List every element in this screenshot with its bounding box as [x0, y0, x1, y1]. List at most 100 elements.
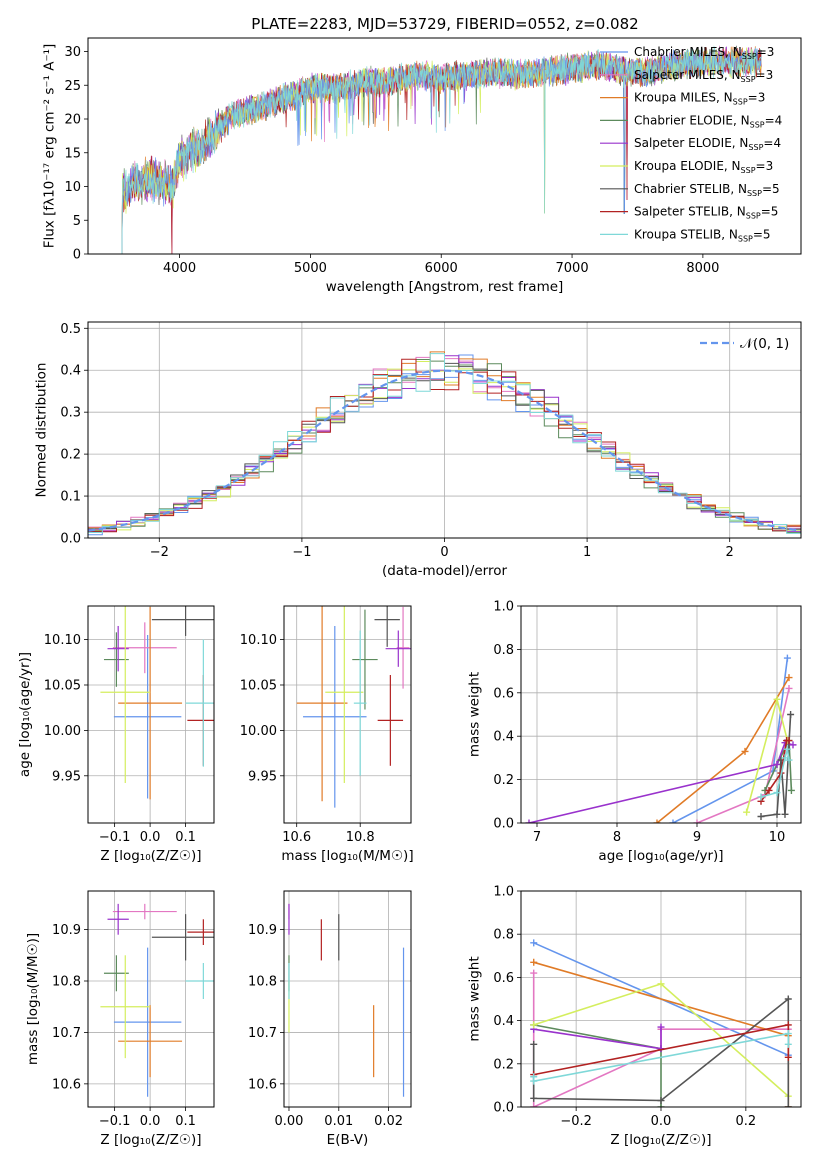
- point-chabrier-stelib: [151, 914, 214, 961]
- x-tick-label: 7: [533, 830, 541, 845]
- x-tick-label: −1: [292, 545, 311, 560]
- series-marker: [783, 654, 791, 662]
- series-marker: [784, 1021, 792, 1029]
- chart-weight-vs-z: −0.2 0.0 0.2 0.0 0.2 0.4 0.6 0.8 1.0 Z [log₁₀(Z/Z…: [466, 885, 802, 1148]
- series-marker: [785, 674, 793, 682]
- y-tick-label: 0.2: [493, 1057, 514, 1072]
- y-tick-label: 10.00: [44, 724, 81, 739]
- x-tick-label: 4000: [163, 261, 196, 276]
- x-tick-label: −0.2: [560, 1114, 592, 1129]
- x-tick-label: 0.1: [175, 1114, 196, 1129]
- legend-entry: Chabrier STELIB, NSSP=5: [634, 182, 780, 198]
- legend-entry: Chabrier ELODIE, NSSP=4: [634, 113, 782, 129]
- y-tick-label: 0.8: [493, 928, 514, 943]
- y-axis-label: Normed distribution: [33, 363, 49, 498]
- point-kroupa-miles: [118, 1005, 183, 1078]
- axes-frame: [87, 37, 802, 255]
- panels: 4000 5000 6000 7000 8000051015202530waveleng…: [17, 37, 802, 1148]
- series-marker: [773, 810, 781, 818]
- series-line: [764, 737, 793, 791]
- series-kroupa-stelib: [530, 1030, 792, 1085]
- x-axis-label: E(B-V): [327, 1132, 369, 1148]
- point-kroupa-stelib: [185, 963, 214, 999]
- series-marker: [757, 793, 765, 801]
- point-salpeter-miles: [112, 622, 177, 674]
- y-tick-label: 20: [64, 113, 81, 128]
- series-marker: [785, 684, 793, 692]
- plot-area: [288, 903, 405, 1097]
- y-tick-label: 10.9: [248, 923, 277, 938]
- chart-mass-vs-ebv: 0.00 0.01 0.02 10.6 10.7 10.8 10.9 E(B-V): [248, 890, 412, 1148]
- legend-entry: Salpeter MILES, NSSP=3: [634, 68, 773, 84]
- x-tick-label: 10.8: [346, 830, 375, 845]
- series-marker: [669, 819, 677, 823]
- series-marker: [787, 786, 795, 794]
- y-axis-label: age [log₁₀(age/yr)]: [17, 652, 33, 777]
- x-axis-label: (data-model)/error: [382, 563, 508, 579]
- x-tick-label: 0.00: [275, 1114, 304, 1129]
- chart-weight-vs-age: 7 8 9 10 0.0 0.2 0.4 0.6 0.8 1.0 age [log₁₀(age/yr…: [466, 600, 802, 864]
- legend-value: =5: [761, 205, 779, 219]
- series-marker: [781, 810, 789, 818]
- x-axis-label: mass [log₁₀(M/M☉)]: [281, 848, 413, 864]
- chart-mass-vs-z: −0.1 0.0 0.1 10.6 10.7 10.8 10.9 Z [log₁₀(Z/Z☉)…: [25, 890, 215, 1148]
- point-kroupa-elodie: [100, 606, 151, 784]
- y-tick-label: 9.95: [248, 769, 277, 784]
- legend-subscript: SSP: [741, 75, 756, 84]
- point-chabrier-stelib: [151, 606, 214, 636]
- x-tick-label: −0.1: [99, 1114, 131, 1129]
- point-salpeter-stelib: [187, 919, 214, 945]
- legend-entry: Kroupa STELIB, NSSP=5: [634, 227, 771, 243]
- y-tick-label: 10.10: [44, 633, 81, 648]
- point-kroupa-miles: [296, 606, 348, 802]
- x-tick-label: −2: [150, 545, 169, 560]
- y-tick-label: 0.0: [493, 817, 514, 832]
- point-chabrier-elodie: [352, 609, 378, 710]
- series-marker: [789, 741, 797, 749]
- y-axis-label: Flux [fλ10⁻¹⁷ erg cm⁻² s⁻¹ A⁻¹]: [42, 44, 58, 249]
- axes-frame: [87, 321, 802, 539]
- y-tick-label: 10.7: [52, 1026, 81, 1041]
- spectrum-legend: Chabrier MILES, NSSP=3 Salpeter MILES, NS…: [600, 45, 782, 243]
- x-axis-label: Z [log₁₀(Z/Z☉)]: [610, 1132, 711, 1148]
- legend-subscript: SSP: [733, 98, 748, 107]
- legend-entry: Kroupa MILES, NSSP=3: [634, 91, 765, 107]
- series-marker: [773, 760, 781, 768]
- y-tick-label: 1.0: [493, 885, 514, 900]
- y-tick-label: 0: [73, 248, 81, 263]
- y-tick-label: 10.05: [44, 678, 81, 693]
- series-chabrier-miles: [669, 654, 791, 823]
- series-marker: [525, 819, 533, 823]
- point-kroupa-elodie: [100, 955, 151, 1059]
- plot-area: [530, 939, 792, 1107]
- series-marker: [784, 1040, 792, 1048]
- series-kroupa-miles: [653, 674, 793, 823]
- point-kroupa-miles: [118, 606, 183, 800]
- y-tick-label: 10.8: [248, 975, 277, 990]
- series-marker: [785, 737, 793, 745]
- series-marker: [530, 1103, 538, 1107]
- y-tick-label: 0.2: [60, 448, 81, 463]
- chart-age-vs-z: −0.1 0.0 0.1 9.95 10.00 10.05 10.10 Z [log₁₀(Z/…: [17, 605, 215, 864]
- legend-entry: Salpeter ELODIE, NSSP=4: [634, 136, 781, 152]
- y-tick-label: 9.95: [52, 769, 81, 784]
- point-salpeter-elodie: [107, 903, 129, 935]
- series-line: [656, 677, 790, 823]
- y-tick-label: 10.6: [248, 1077, 277, 1092]
- series-marker: [530, 1021, 538, 1029]
- legend-subscript: SSP: [741, 166, 756, 175]
- x-tick-label: 6000: [425, 261, 458, 276]
- y-axis-label: mass weight: [466, 672, 482, 757]
- chart-age-vs-mass: 10.6 10.8 9.95 10.00 10.05 10.10 mass [log₁₀(M…: [240, 605, 414, 864]
- y-tick-label: 15: [64, 146, 81, 161]
- x-tick-label: 5000: [294, 261, 327, 276]
- x-axis-label: Z [log₁₀(Z/Z☉)]: [100, 1132, 201, 1148]
- plot-area: [296, 606, 411, 808]
- x-tick-label: 10: [769, 830, 786, 845]
- x-axis-label: wavelength [Angstrom, rest frame]: [326, 279, 564, 295]
- y-tick-label: 0.4: [493, 730, 514, 745]
- series-marker: [530, 969, 538, 977]
- series-line: [533, 1027, 662, 1050]
- series-marker: [657, 1103, 665, 1107]
- axes-frame: [520, 605, 802, 824]
